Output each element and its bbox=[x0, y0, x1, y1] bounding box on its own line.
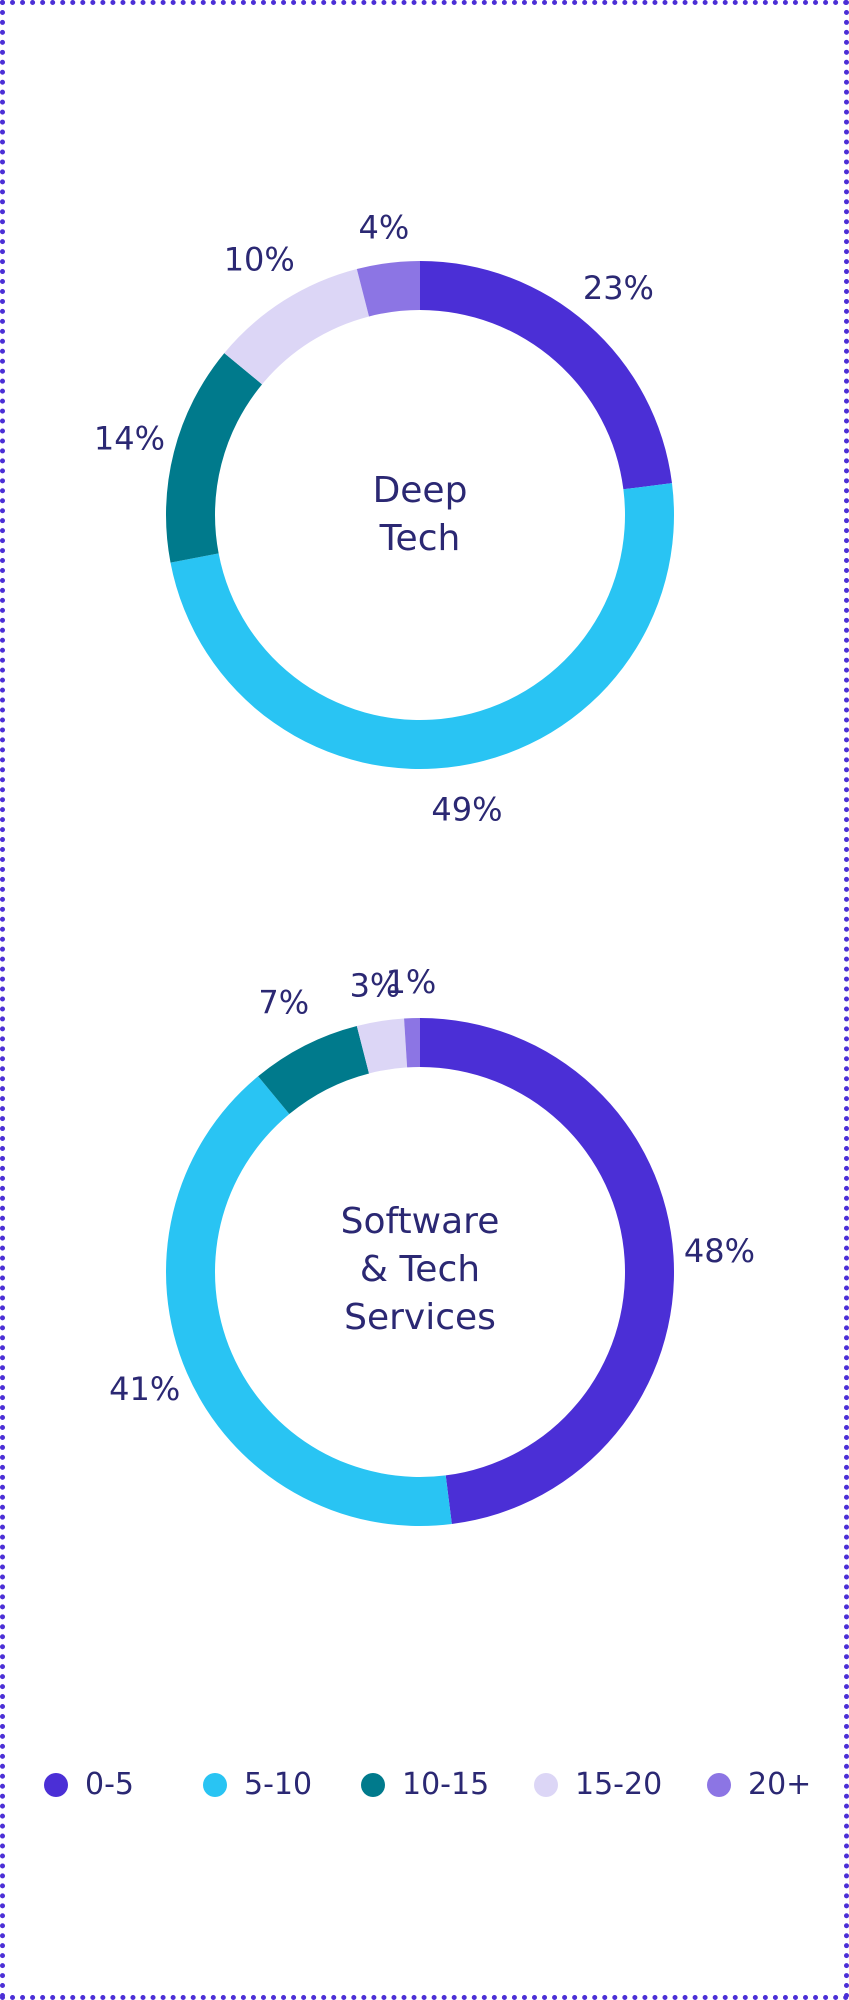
legend-label: 5-10 bbox=[244, 1767, 313, 1802]
legend-item: 10-15 bbox=[361, 1760, 489, 1810]
legend-swatch bbox=[203, 1773, 227, 1797]
chart-title-line: Tech bbox=[379, 518, 461, 559]
legend-label: 10-15 bbox=[402, 1767, 490, 1802]
slice-label-10-15: 7% bbox=[258, 984, 309, 1022]
donut-slice-5-10 bbox=[165, 1076, 452, 1527]
donut-slice-5-10 bbox=[170, 483, 674, 769]
legend-item: 5-10 bbox=[203, 1760, 312, 1810]
donut-slice-15-20 bbox=[356, 1018, 408, 1074]
slice-label-0-5: 23% bbox=[583, 269, 654, 307]
slice-label-15-20: 3% bbox=[350, 967, 401, 1005]
legend-swatch bbox=[707, 1773, 731, 1797]
legend-label: 0-5 bbox=[85, 1767, 134, 1802]
donut-slice-15-20 bbox=[224, 268, 370, 385]
donut-slice-0-5 bbox=[420, 1018, 675, 1524]
legend-label: 20+ bbox=[748, 1767, 812, 1802]
chart-title-line: Deep bbox=[373, 470, 468, 511]
donut-chart-deep-tech: 23% 49% 14% 10% 4% Deep Tech bbox=[94, 208, 674, 828]
slice-label-20+: 4% bbox=[359, 208, 410, 246]
chart-title-line: Services bbox=[344, 1297, 496, 1338]
legend-swatch bbox=[534, 1773, 558, 1797]
chart-title-line: & Tech bbox=[360, 1249, 480, 1290]
slice-label-5-10: 41% bbox=[109, 1370, 180, 1408]
legend-item: 0-5 bbox=[44, 1760, 134, 1810]
slice-label-10-15: 14% bbox=[94, 419, 165, 457]
legend-label: 15-20 bbox=[575, 1767, 663, 1802]
chart-title-line: Software bbox=[341, 1201, 500, 1242]
legend-swatch bbox=[44, 1773, 68, 1797]
legend: 0-5 5-10 10-15 15-20 20+ bbox=[0, 1760, 849, 1810]
donut-slice-0-5 bbox=[420, 261, 672, 490]
slice-label-20+: 1% bbox=[386, 963, 437, 1001]
slice-label-15-20: 10% bbox=[224, 241, 295, 279]
slice-label-5-10: 49% bbox=[431, 790, 502, 828]
donut-slice-10-15 bbox=[258, 1025, 370, 1115]
slice-label-0-5: 48% bbox=[684, 1232, 755, 1270]
legend-swatch bbox=[361, 1773, 385, 1797]
legend-item: 20+ bbox=[707, 1760, 811, 1810]
legend-item: 15-20 bbox=[534, 1760, 662, 1810]
donut-slice-10-15 bbox=[166, 353, 263, 563]
donut-slice-20+ bbox=[404, 1018, 420, 1068]
donut-chart-software-tech-services: 48% 41% 7% 3%1% Software & Tech Services bbox=[109, 963, 755, 1527]
donut-slice-20+ bbox=[356, 261, 420, 317]
